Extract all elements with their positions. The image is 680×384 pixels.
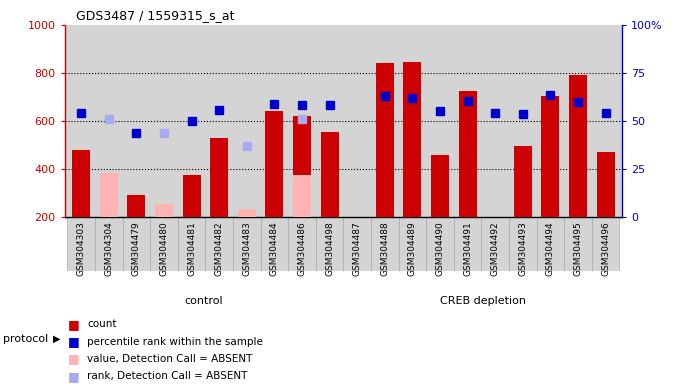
- Bar: [426, 217, 454, 271]
- Bar: [398, 217, 426, 271]
- Bar: [592, 217, 619, 271]
- Text: GSM304496: GSM304496: [601, 221, 610, 276]
- Bar: [321, 132, 339, 217]
- Text: GSM304492: GSM304492: [491, 221, 500, 276]
- Bar: [177, 217, 205, 271]
- Text: GDS3487 / 1559315_s_at: GDS3487 / 1559315_s_at: [75, 9, 234, 22]
- Text: ■: ■: [68, 353, 80, 366]
- Bar: [541, 96, 560, 217]
- Bar: [564, 217, 592, 271]
- Bar: [569, 75, 587, 217]
- Bar: [431, 155, 449, 217]
- Text: GSM304304: GSM304304: [104, 221, 114, 276]
- Bar: [371, 217, 398, 271]
- Text: GSM304490: GSM304490: [435, 221, 445, 276]
- Bar: [454, 217, 481, 271]
- Bar: [376, 63, 394, 217]
- Bar: [238, 209, 256, 217]
- Text: ■: ■: [68, 318, 80, 331]
- Bar: [205, 217, 233, 271]
- Bar: [265, 111, 284, 217]
- Text: ▶: ▶: [53, 334, 61, 344]
- Text: GSM304483: GSM304483: [242, 221, 252, 276]
- Bar: [122, 217, 150, 271]
- Bar: [72, 150, 90, 217]
- Text: GSM304498: GSM304498: [325, 221, 334, 276]
- Bar: [210, 138, 228, 217]
- Text: count: count: [87, 319, 116, 329]
- Text: GSM304487: GSM304487: [353, 221, 362, 276]
- Bar: [155, 204, 173, 217]
- Text: GSM304484: GSM304484: [270, 221, 279, 276]
- Text: ■: ■: [68, 335, 80, 348]
- Text: GSM304481: GSM304481: [187, 221, 196, 276]
- Text: percentile rank within the sample: percentile rank within the sample: [87, 337, 263, 347]
- Text: protocol: protocol: [3, 334, 49, 344]
- Bar: [458, 91, 477, 217]
- Bar: [293, 116, 311, 217]
- Text: GSM304494: GSM304494: [546, 221, 555, 276]
- Bar: [288, 217, 316, 271]
- Bar: [514, 146, 532, 217]
- Bar: [67, 217, 95, 271]
- Bar: [537, 217, 564, 271]
- Bar: [596, 152, 615, 217]
- Bar: [233, 217, 260, 271]
- Text: GSM304491: GSM304491: [463, 221, 472, 276]
- Text: rank, Detection Call = ABSENT: rank, Detection Call = ABSENT: [87, 371, 248, 381]
- Bar: [100, 172, 118, 217]
- Bar: [150, 217, 177, 271]
- Text: GSM304482: GSM304482: [215, 221, 224, 276]
- Text: value, Detection Call = ABSENT: value, Detection Call = ABSENT: [87, 354, 252, 364]
- Bar: [316, 217, 343, 271]
- Text: GSM304480: GSM304480: [160, 221, 169, 276]
- Text: GSM304489: GSM304489: [408, 221, 417, 276]
- Bar: [343, 217, 371, 271]
- Bar: [183, 175, 201, 217]
- Text: GSM304303: GSM304303: [77, 221, 86, 276]
- Bar: [481, 217, 509, 271]
- Text: GSM304495: GSM304495: [573, 221, 583, 276]
- Bar: [260, 217, 288, 271]
- Bar: [95, 217, 122, 271]
- Bar: [509, 217, 537, 271]
- Text: ■: ■: [68, 370, 80, 383]
- Bar: [403, 62, 422, 217]
- Text: GSM304479: GSM304479: [132, 221, 141, 276]
- Bar: [293, 175, 311, 217]
- Text: GSM304493: GSM304493: [518, 221, 527, 276]
- Bar: [127, 195, 146, 217]
- Text: GSM304486: GSM304486: [297, 221, 307, 276]
- Text: CREB depletion: CREB depletion: [440, 296, 526, 306]
- Text: control: control: [185, 296, 223, 306]
- Text: GSM304488: GSM304488: [380, 221, 390, 276]
